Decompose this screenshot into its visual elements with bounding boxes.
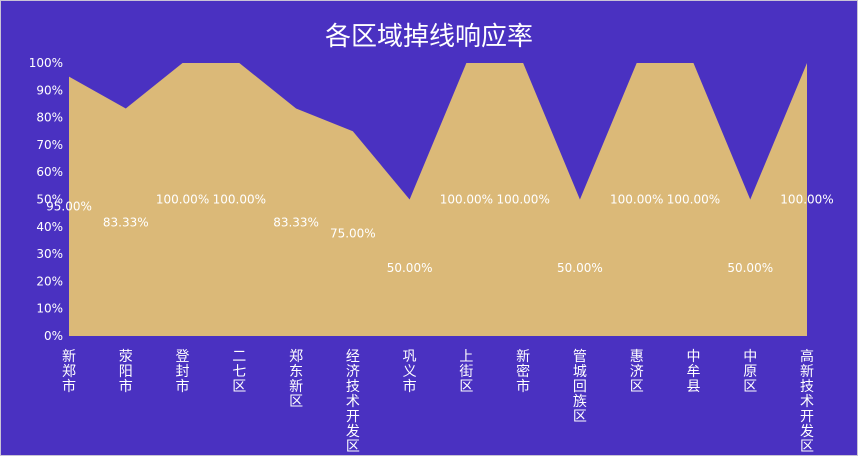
data-label: 100.00% [213,193,266,207]
area-series [69,63,807,336]
y-tick-label: 100% [29,56,63,70]
x-tick-label: 巩义市 [403,349,417,395]
y-axis: 0% 10% 20% 30% 40% 50% 60% 70% 80% 90% 100% [29,56,63,343]
x-tick-label: 上街区 [459,349,473,395]
data-label: 100.00% [780,193,833,207]
x-tick-label: 郑东新区 [289,349,303,410]
y-tick-label: 40% [36,220,63,234]
y-tick-label: 10% [36,302,63,316]
y-tick-label: 20% [36,274,63,288]
x-tick-label: 登封市 [176,349,190,395]
data-label: 75.00% [330,227,376,241]
x-tick-label: 惠济区 [630,349,644,395]
x-tick-label: 中牟县 [686,349,700,395]
data-label: 100.00% [496,193,549,207]
x-tick-label: 新郑市 [62,349,76,395]
y-tick-label: 60% [36,165,63,179]
data-label: 83.33% [103,215,149,229]
x-axis: 新郑市 荥阳市 登封市 二七区 郑东新区 经济技术开发区 巩义市 上街区 新密市 管城回族区 惠济区… [62,348,814,455]
area-layer [69,63,807,336]
data-label: 83.33% [273,215,319,229]
x-tick-label: 高新技术开发区 [800,348,814,455]
data-label: 50.00% [557,261,603,275]
chart-title: 各区域掉线响应率 [325,22,533,52]
y-tick-label: 30% [36,247,63,261]
y-tick-label: 80% [36,111,63,125]
y-tick-label: 0% [44,329,63,343]
data-label: 100.00% [610,193,663,207]
chart-frame: 各区域掉线响应率 0% 10% 20% 30% 40% 50% 60% 70% 80% 90% 10… [0,0,858,456]
data-label: 50.00% [727,261,773,275]
data-label: 50.00% [387,261,433,275]
data-label: 100.00% [667,193,720,207]
y-tick-label: 70% [36,138,63,152]
y-tick-label: 90% [36,83,63,97]
x-tick-label: 新密市 [516,349,530,395]
area-chart: 各区域掉线响应率 0% 10% 20% 30% 40% 50% 60% 70% 80% 90% 10… [29,22,834,455]
data-label: 95.00% [46,199,92,213]
x-tick-label: 二七区 [232,349,246,395]
x-tick-label: 管城回族区 [573,349,587,425]
data-label: 100.00% [440,193,493,207]
x-tick-label: 经济技术开发区 [346,349,360,455]
y-tick-label: 50% [36,193,63,207]
x-tick-label: 中原区 [743,349,757,395]
data-label: 100.00% [156,193,209,207]
data-label-layer: 95.00%83.33%100.00% 100.00%83.33%75.00%50… [46,193,834,275]
x-tick-label: 荥阳市 [119,349,133,395]
